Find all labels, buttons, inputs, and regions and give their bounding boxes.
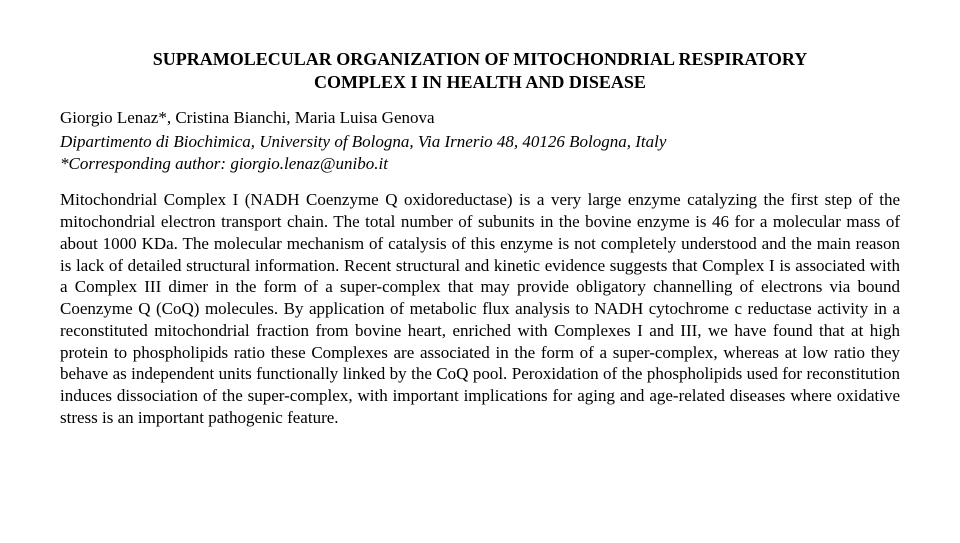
- affiliation-line: Dipartimento di Biochimica, University o…: [60, 131, 900, 153]
- title-line-1: SUPRAMOLECULAR ORGANIZATION OF MITOCHOND…: [153, 49, 807, 69]
- title-line-2: COMPLEX I IN HEALTH AND DISEASE: [314, 72, 646, 92]
- abstract-body: Mitochondrial Complex I (NADH Coenzyme Q…: [60, 189, 900, 428]
- corresponding-author: *Corresponding author: giorgio.lenaz@uni…: [60, 153, 900, 175]
- authors-line: Giorgio Lenaz*, Cristina Bianchi, Maria …: [60, 107, 900, 129]
- paper-title: SUPRAMOLECULAR ORGANIZATION OF MITOCHOND…: [60, 48, 900, 93]
